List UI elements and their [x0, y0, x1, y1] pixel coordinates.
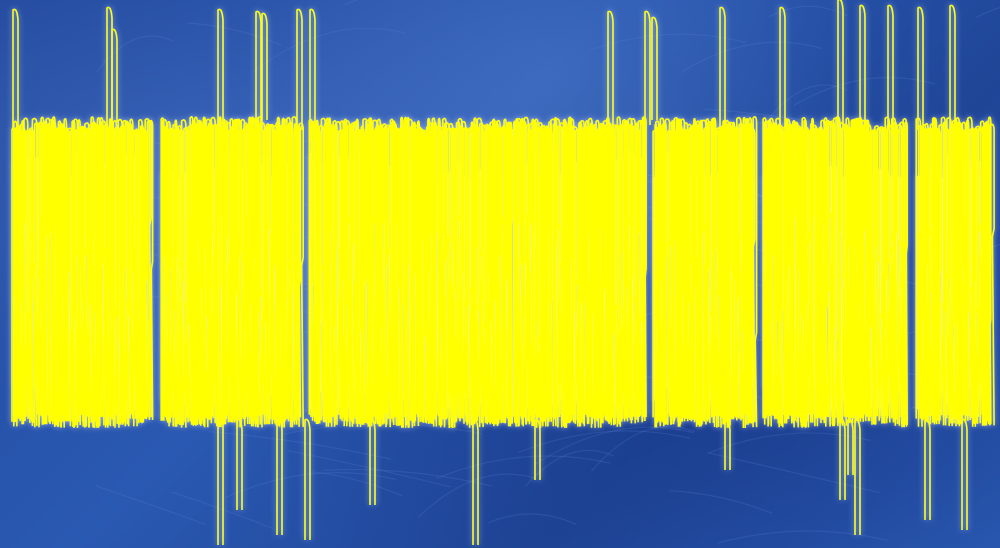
texture-streak — [717, 530, 888, 544]
glyph-stroke — [356, 129, 362, 427]
glyph-stroke — [503, 118, 507, 418]
glyph-tall-stroke — [949, 4, 956, 130]
glyph-stroke — [120, 124, 125, 423]
glyph-tall-stroke — [472, 418, 479, 545]
glyph-stroke — [427, 117, 431, 421]
texture-streak — [591, 426, 695, 472]
glyph-stroke — [958, 122, 963, 419]
glyph-stroke — [129, 118, 134, 419]
glyph-stroke — [752, 116, 758, 428]
glyph-tall-stroke — [236, 418, 243, 510]
glyph-tall-stroke — [296, 8, 303, 130]
glyph-tall-stroke — [12, 8, 19, 130]
glyph-stroke — [904, 121, 908, 425]
glyph-tall-stroke — [276, 418, 283, 535]
texture-streak — [171, 491, 274, 529]
glyph-stroke — [185, 128, 190, 418]
glyph-stroke — [82, 126, 88, 427]
glyph-tall-stroke — [651, 16, 658, 120]
glyph-block — [808, 161, 820, 390]
glyph-stroke — [545, 125, 549, 427]
glyph-tall-stroke — [724, 418, 731, 470]
glyph-tall-stroke — [111, 28, 118, 122]
glyph-tall-stroke — [719, 6, 726, 130]
glyph-stroke — [146, 119, 152, 418]
glyph-stroke — [823, 117, 828, 417]
texture-streak — [251, 27, 406, 74]
texture-streak — [517, 430, 691, 454]
glyph-stroke — [893, 121, 898, 420]
glyph-tall-stroke — [854, 418, 861, 535]
texture-streak — [707, 432, 871, 455]
glyph-tall-stroke — [255, 10, 262, 130]
glyph-stroke — [86, 127, 91, 417]
glyph-stroke — [750, 128, 756, 423]
texture-streak — [186, 22, 283, 47]
glyph-block — [940, 178, 945, 395]
glyph-stroke — [271, 128, 276, 424]
glyph-tall-stroke — [217, 8, 224, 545]
glyph-tall-stroke — [644, 10, 651, 125]
glyph-stroke — [370, 128, 376, 417]
glyph-stroke — [167, 120, 171, 423]
texture-streak — [769, 5, 848, 18]
glyph-tall-stroke — [917, 6, 924, 130]
glyph-stroke — [989, 123, 995, 426]
texture-streak — [669, 490, 773, 514]
glyph-tall-stroke — [839, 418, 846, 500]
glyph-block — [793, 155, 798, 407]
glyph-block — [337, 158, 350, 409]
glyph-tall-stroke — [534, 418, 541, 480]
glyph-stroke — [705, 118, 710, 420]
glyph-stroke — [236, 118, 241, 428]
texture-streak — [975, 6, 1000, 19]
glyph-stroke — [473, 117, 477, 422]
glyph-stroke — [442, 117, 447, 420]
glyph-stroke — [179, 129, 184, 426]
glyph-stroke — [618, 124, 623, 422]
glyph-stroke — [867, 124, 872, 417]
glyph-tall-stroke — [887, 4, 894, 130]
texture-streak — [96, 35, 175, 73]
glyph-tall-stroke — [309, 8, 316, 140]
texture-streak — [309, 471, 403, 497]
texture-streak — [681, 41, 823, 73]
glyph-stroke — [712, 117, 717, 417]
texture-streak — [435, 455, 611, 480]
texture-streak — [287, 450, 451, 488]
glyph-tall-stroke — [106, 6, 113, 130]
glyph-stroke — [170, 128, 176, 418]
glyph-tall-stroke — [607, 10, 614, 130]
glyph-tall-stroke — [961, 418, 968, 530]
glyph-stroke — [987, 116, 992, 425]
glyph-tall-stroke — [369, 418, 376, 505]
texture-streak — [95, 485, 206, 525]
glyph-stroke — [731, 121, 736, 417]
glyph-stroke — [635, 128, 641, 417]
glyph-stroke — [738, 122, 744, 419]
glyph-tall-stroke — [837, 0, 844, 130]
glyph-stroke — [527, 128, 532, 422]
glyph-stroke — [339, 120, 345, 418]
texture-streak — [487, 513, 577, 525]
glyph-stroke — [496, 119, 501, 420]
glyph-stroke — [942, 121, 947, 426]
glyph-tall-stroke — [924, 418, 931, 520]
glyph-tall-stroke — [847, 418, 854, 475]
texture-streak — [535, 426, 694, 465]
glyph-tall-stroke — [304, 418, 311, 540]
glyph-tall-stroke — [779, 6, 786, 135]
glyph-stroke — [950, 122, 955, 424]
glyph-tall-stroke — [859, 4, 866, 128]
texture-streak — [323, 468, 492, 487]
glyph-stroke — [99, 117, 104, 418]
glyph-stroke — [203, 125, 209, 428]
glyph-stroke — [148, 119, 154, 420]
glyph-tall-stroke — [261, 12, 268, 120]
glyph-stroke — [142, 129, 148, 420]
